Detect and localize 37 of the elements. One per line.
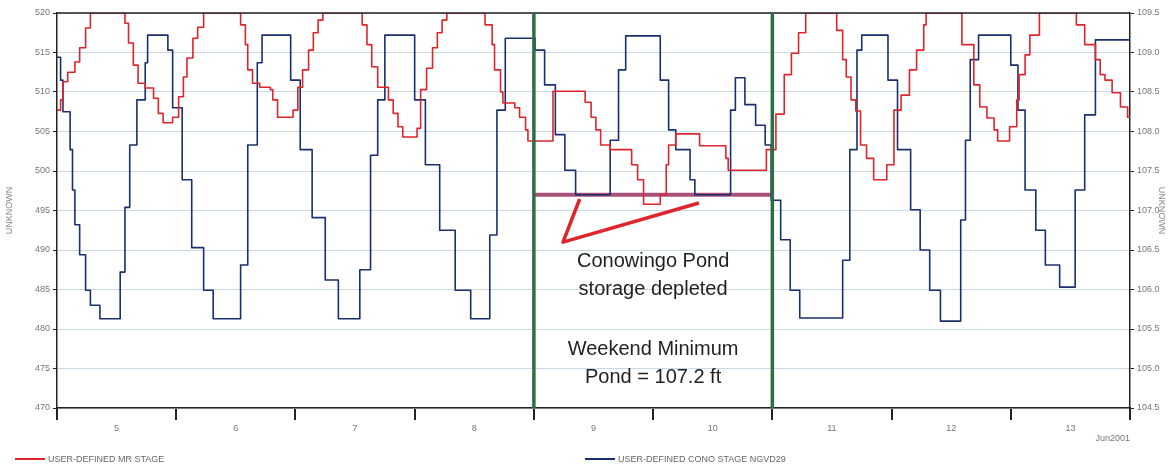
y2-tick-label: 104.5 [1137, 402, 1160, 413]
x-tick-label: 13 [1065, 422, 1076, 433]
x-tick-label: 9 [590, 422, 597, 433]
y-tick-label: 490 [34, 244, 50, 255]
y-tick-label: 520 [34, 7, 50, 18]
y2-tick-label: 105.5 [1137, 323, 1160, 334]
x-tick-label: 8 [471, 422, 477, 433]
y-tick-label: 510 [34, 86, 50, 97]
x-tick-label: 6 [233, 422, 239, 433]
y2-tick-label: 107.5 [1137, 165, 1160, 176]
y2-tick-label: 107.0 [1137, 204, 1160, 215]
y2-tick-label: 105.0 [1137, 362, 1160, 373]
legend-label: USER-DEFINED CONO STAGE NGVD29 [618, 454, 786, 464]
x-tick-label: 5 [114, 422, 120, 433]
x-axis-title: Jun2001 [1095, 433, 1130, 444]
y2-tick-label: 109.0 [1137, 46, 1160, 57]
y-axis-title: UNKNOWN [3, 186, 14, 235]
y-tick-label: 470 [34, 402, 50, 413]
y-tick-label: 500 [34, 165, 50, 176]
x-tick-label: 11 [827, 422, 837, 433]
legend-label: USER-DEFINED MR STAGE [48, 454, 165, 464]
x-tick-label: 12 [946, 422, 957, 433]
y2-tick-label: 108.0 [1137, 125, 1160, 136]
y2-tick-label: 109.5 [1137, 7, 1160, 18]
y2-tick-label: 106.0 [1137, 283, 1160, 294]
annotation: Conowingo Pond storage depleted [576, 249, 730, 300]
y-tick-label: 485 [34, 283, 50, 294]
x-tick-label: 7 [352, 422, 358, 433]
y-tick-label: 475 [34, 362, 50, 373]
y-tick-label: 495 [34, 204, 50, 215]
y-tick-label: 480 [34, 323, 50, 334]
y2-tick-label: 106.5 [1137, 244, 1160, 255]
y-tick-label: 505 [34, 125, 50, 136]
annotation: Weekend Minimum Pond = 107.2 ft [567, 337, 739, 388]
y-tick-label: 515 [34, 46, 50, 57]
x-tick-label: 10 [707, 422, 718, 433]
y2-tick-label: 108.5 [1137, 86, 1160, 97]
